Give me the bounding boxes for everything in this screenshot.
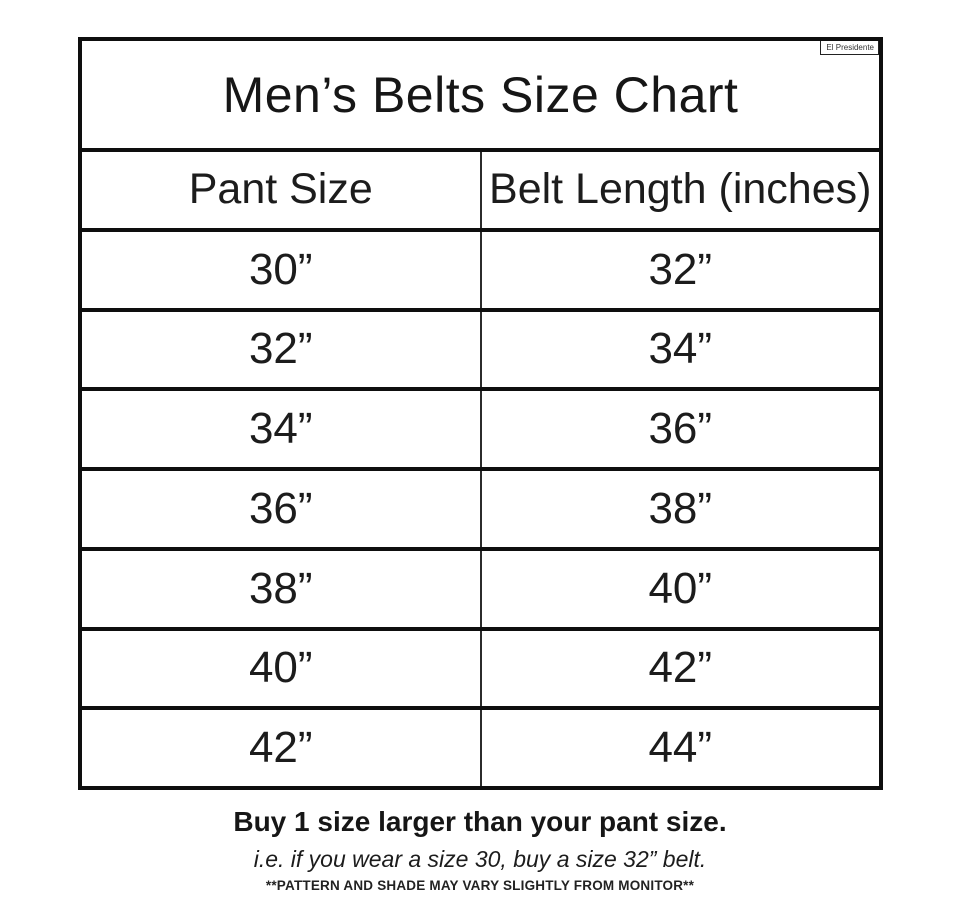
disclaimer-text: **PATTERN AND SHADE MAY VARY SLIGHTLY FR… (265, 878, 695, 893)
column-header-pant-size: Pant Size (82, 152, 482, 228)
pant-size-cell: 36” (82, 471, 482, 547)
footer-notes: Buy 1 size larger than your pant size. i… (0, 806, 960, 893)
pant-size-cell: 30” (82, 231, 482, 308)
page-title: Men’s Belts Size Chart (222, 66, 739, 123)
table-header-row: Pant Size Belt Length (inches) (82, 152, 879, 232)
table-title-row: Men’s Belts Size Chart El Presidente (82, 41, 879, 152)
sizing-example-text: i.e. if you wear a size 30, buy a size 3… (253, 846, 707, 872)
belt-length-cell: 40” (648, 563, 713, 613)
pant-size-cell: 40” (82, 630, 482, 707)
belt-length-cell: 42” (648, 643, 713, 693)
brand-label: El Presidente (820, 41, 879, 55)
size-chart-table: Men’s Belts Size Chart El Presidente Pan… (78, 37, 883, 790)
pant-size-cell: 34” (82, 391, 482, 467)
table-row: 30” 32” (82, 231, 879, 312)
belt-length-cell: 38” (648, 483, 713, 533)
table-row: 36” 38” (82, 471, 879, 551)
pant-size-cell: 32” (82, 311, 482, 388)
pant-size-cell: 38” (82, 550, 482, 627)
belt-length-cell: 36” (648, 404, 713, 454)
sizing-advice-text: Buy 1 size larger than your pant size. (233, 806, 727, 837)
column-header-belt-length: Belt Length (inches) (489, 165, 872, 214)
table-row: 40” 42” (82, 630, 879, 711)
table-row: 34” 36” (82, 391, 879, 471)
belt-length-cell: 32” (648, 244, 713, 294)
table-row: 32” 34” (82, 311, 879, 392)
table-row: 42” 44” (82, 710, 879, 786)
belt-length-cell: 34” (648, 324, 713, 374)
belt-length-cell: 44” (648, 723, 713, 773)
pant-size-cell: 42” (82, 710, 482, 786)
table-row: 38” 40” (82, 550, 879, 631)
